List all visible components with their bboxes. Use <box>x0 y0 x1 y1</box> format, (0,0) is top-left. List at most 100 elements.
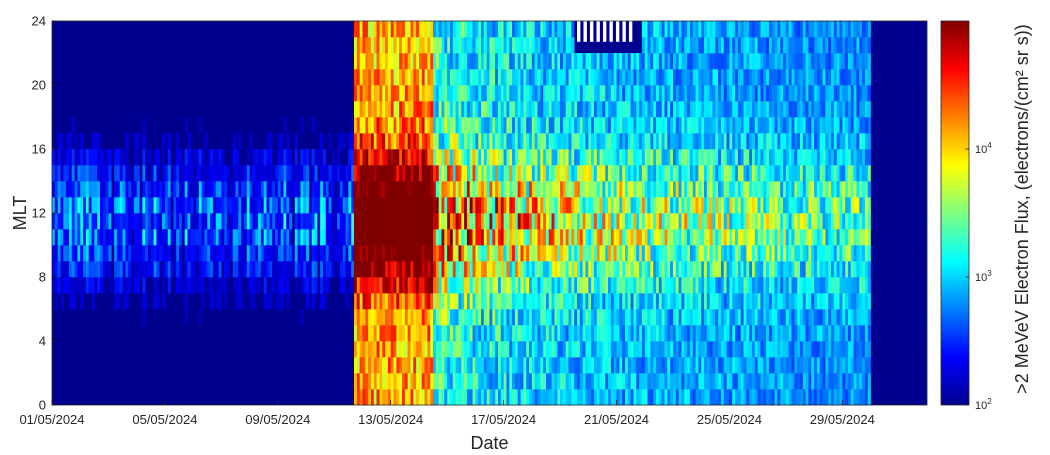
heatmap-cell <box>537 53 541 70</box>
heatmap-cell <box>461 53 465 70</box>
heatmap-cell <box>427 389 431 406</box>
heatmap-cell <box>444 373 448 390</box>
heatmap-cell <box>385 69 389 86</box>
heatmap-cell <box>356 245 360 262</box>
heatmap-cell <box>709 197 713 214</box>
heatmap-cell <box>85 181 89 198</box>
heatmap-cell <box>689 293 694 310</box>
heatmap-cell <box>811 373 815 390</box>
heatmap-cell <box>774 53 778 70</box>
heatmap-cell <box>797 117 801 134</box>
heatmap-cell <box>647 229 651 246</box>
heatmap-cell <box>424 117 428 134</box>
heatmap-cell <box>119 149 123 166</box>
heatmap-cell <box>481 53 485 70</box>
heatmap-cell <box>540 341 544 358</box>
heatmap-cell <box>701 213 705 230</box>
heatmap-cell <box>509 341 513 358</box>
heatmap-cell <box>317 149 321 166</box>
heatmap-cell <box>114 293 118 310</box>
heatmap-cell <box>571 21 575 38</box>
heatmap-cell <box>723 357 727 374</box>
heatmap-cell <box>749 165 753 182</box>
heatmap-cell <box>523 261 527 278</box>
heatmap-cell <box>404 229 408 246</box>
heatmap-cell <box>356 229 360 246</box>
heatmap-cell <box>147 149 152 166</box>
heatmap-cell <box>712 341 716 358</box>
heatmap-cell <box>489 293 493 310</box>
heatmap-cell <box>704 37 708 54</box>
heatmap-cell <box>97 245 101 262</box>
heatmap-cell <box>506 245 510 262</box>
heatmap-cell <box>407 245 411 262</box>
heatmap-cell <box>585 277 589 294</box>
heatmap-cell <box>481 165 485 182</box>
heatmap-cell <box>387 309 392 326</box>
heatmap-cell <box>486 277 490 294</box>
heatmap-cell <box>529 197 533 214</box>
heatmap-cell <box>63 229 67 246</box>
heatmap-cell <box>376 37 380 54</box>
heatmap-cell <box>139 245 143 262</box>
heatmap-cell <box>619 149 623 166</box>
heatmap-cell <box>308 277 312 294</box>
heatmap-cell <box>418 133 423 150</box>
heatmap-cell <box>464 373 468 390</box>
heatmap-cell <box>472 389 476 406</box>
heatmap-cell <box>520 357 524 374</box>
heatmap-cell <box>466 389 471 406</box>
heatmap-cell <box>627 325 631 342</box>
heatmap-cell <box>752 149 756 166</box>
heatmap-cell <box>740 149 744 166</box>
heatmap-cell <box>91 133 95 150</box>
heatmap-cell <box>495 261 499 278</box>
heatmap-cell <box>235 149 239 166</box>
heatmap-cell <box>639 309 643 326</box>
heatmap-cell <box>354 357 358 374</box>
heatmap-cell <box>342 181 346 198</box>
heatmap-cell <box>469 229 473 246</box>
heatmap-cell <box>828 69 832 86</box>
heatmap-cell <box>698 325 702 342</box>
heatmap-cell <box>743 373 747 390</box>
heatmap-cell <box>184 261 188 278</box>
heatmap-cell <box>560 309 564 326</box>
heatmap-cell <box>797 325 801 342</box>
heatmap-cell <box>816 197 821 214</box>
heatmap-cell <box>322 261 327 278</box>
heatmap-cell <box>608 117 612 134</box>
heatmap-cell <box>133 245 137 262</box>
heatmap-cell <box>560 293 564 310</box>
heatmap-cell <box>701 293 705 310</box>
heatmap-cell <box>825 85 829 102</box>
heatmap-cell <box>156 197 160 214</box>
heatmap-cell <box>619 117 623 134</box>
heatmap-cell <box>365 181 369 198</box>
heatmap-cell <box>495 117 499 134</box>
heatmap-cell <box>356 341 360 358</box>
heatmap-cell <box>88 229 92 246</box>
heatmap-cell <box>520 117 524 134</box>
heatmap-cell <box>605 197 609 214</box>
heatmap-cell <box>797 309 801 326</box>
heatmap-cell <box>579 149 583 166</box>
heatmap-cell <box>534 389 538 406</box>
heatmap-cell <box>743 117 747 134</box>
heatmap-cell <box>475 245 479 262</box>
heatmap-cell <box>218 261 222 278</box>
heatmap-cell <box>492 165 496 182</box>
heatmap-cell <box>591 389 595 406</box>
heatmap-cell <box>661 133 665 150</box>
heatmap-cell <box>483 277 487 294</box>
heatmap-cell <box>379 101 383 118</box>
heatmap-cell <box>783 85 787 102</box>
heatmap-cell <box>749 357 753 374</box>
heatmap-cell <box>54 181 58 198</box>
heatmap-cell <box>771 165 775 182</box>
heatmap-cell <box>435 245 439 262</box>
heatmap-cell <box>475 213 479 230</box>
heatmap-cell <box>399 389 403 406</box>
heatmap-cell <box>698 309 702 326</box>
heatmap-cell <box>190 165 194 182</box>
